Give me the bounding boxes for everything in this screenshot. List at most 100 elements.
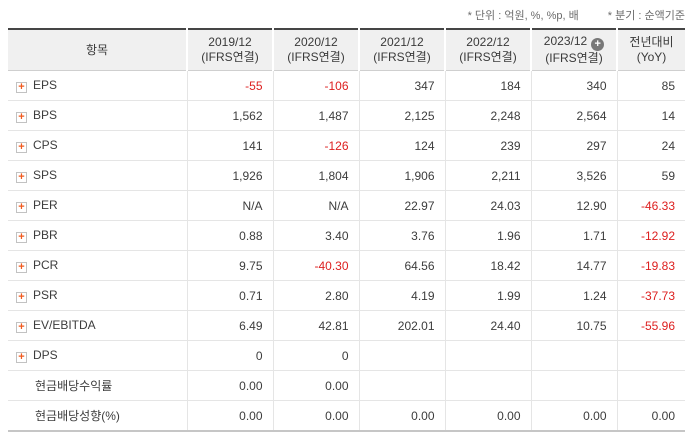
column-header-2023/12: 2023/12 + (IFRS연결) <box>530 29 617 71</box>
value-cell: 1,926 <box>186 160 273 191</box>
row-label-현금배당수익률: 현금배당수익률 <box>8 370 187 401</box>
value-cell: 2.80 <box>272 280 359 311</box>
row-label-text: 현금배당성향(%) <box>35 409 120 423</box>
row-label-BPS: + BPS <box>8 100 187 131</box>
row-label-DPS: + DPS <box>8 340 187 371</box>
column-standard-label: (IFRS연결) <box>545 51 603 65</box>
value-cell: 59 <box>616 160 685 191</box>
column-period-label: 2019/12 <box>208 35 252 49</box>
value-cell: 24.03 <box>444 190 531 221</box>
table-row: 현금배당수익률 0.00 0.00 <box>8 370 685 401</box>
column-standard-label: (IFRS연결) <box>287 50 345 64</box>
value-cell: 0.88 <box>186 220 273 251</box>
row-label-text: BPS <box>33 108 58 122</box>
value-cell: 85 <box>616 70 685 101</box>
value-cell: 0 <box>186 340 273 371</box>
value-cell: 3,526 <box>530 160 617 191</box>
value-cell: 64.56 <box>358 250 445 281</box>
value-cell <box>444 370 531 401</box>
legend: * 단위 : 억원, %, %p, 배 * 분기 : 순액기준 <box>0 0 693 28</box>
expand-icon[interactable]: + <box>16 262 27 273</box>
value-cell <box>358 370 445 401</box>
value-cell: 0.71 <box>186 280 273 311</box>
column-period-label: 2022/12 <box>466 35 510 49</box>
value-cell: N/A <box>272 190 359 221</box>
value-cell <box>616 340 685 371</box>
value-cell: 2,125 <box>358 100 445 131</box>
row-label-text: PCR <box>33 258 59 272</box>
column-header-2022/12: 2022/12 (IFRS연결) <box>444 29 531 71</box>
value-cell: 1.71 <box>530 220 617 251</box>
value-cell: 202.01 <box>358 310 445 341</box>
table-row: + PCR 9.75 -40.30 64.56 18.42 14.77 -19.83 <box>8 250 685 281</box>
column-period-label: 2023/12 + <box>532 34 616 51</box>
table-row: + DPS 0 0 <box>8 340 685 371</box>
expand-icon[interactable]: + <box>16 232 27 243</box>
value-cell: 239 <box>444 130 531 161</box>
value-cell: 0.00 <box>444 400 531 431</box>
row-label-text: PBR <box>33 228 58 242</box>
column-standard-label: (IFRS연결) <box>201 50 259 64</box>
expand-icon[interactable]: + <box>16 172 27 183</box>
row-label-PSR: + PSR <box>8 280 187 311</box>
value-cell: 22.97 <box>358 190 445 221</box>
value-cell: 14.77 <box>530 250 617 281</box>
value-cell: 14 <box>616 100 685 131</box>
value-cell: N/A <box>186 190 273 221</box>
expand-icon[interactable]: + <box>16 202 27 213</box>
table-row: + PBR 0.88 3.40 3.76 1.96 1.71 -12.92 <box>8 220 685 251</box>
row-label-EV/EBITDA: + EV/EBITDA <box>8 310 187 341</box>
row-label-text: SPS <box>33 168 58 182</box>
value-cell: 1,906 <box>358 160 445 191</box>
value-cell <box>530 370 617 401</box>
expand-icon[interactable]: + <box>16 292 27 303</box>
row-label-text: DPS <box>33 348 58 362</box>
add-column-icon[interactable]: + <box>591 38 605 51</box>
row-label-CPS: + CPS <box>8 130 187 161</box>
column-header-2020/12: 2020/12 (IFRS연결) <box>272 29 359 71</box>
row-label-EPS: + EPS <box>8 70 187 101</box>
value-cell <box>530 340 617 371</box>
column-standard-label: (IFRS연결) <box>373 50 431 64</box>
row-label-PCR: + PCR <box>8 250 187 281</box>
column-header-전년대비: 전년대비 (YoY) <box>616 29 685 71</box>
value-cell: 347 <box>358 70 445 101</box>
value-cell: 3.40 <box>272 220 359 251</box>
unit-note: * 단위 : 억원, %, %p, 배 <box>467 10 579 22</box>
row-label-text: EV/EBITDA <box>33 318 96 332</box>
table-row: + PSR 0.71 2.80 4.19 1.99 1.24 -37.73 <box>8 280 685 311</box>
expand-icon[interactable]: + <box>16 352 27 363</box>
expand-icon[interactable]: + <box>16 142 27 153</box>
basis-note: * 분기 : 순액기준 <box>607 10 685 22</box>
expand-icon[interactable]: + <box>16 322 27 333</box>
value-cell: 0.00 <box>272 370 359 401</box>
value-cell: 2,564 <box>530 100 617 131</box>
value-cell <box>616 370 685 401</box>
expand-icon[interactable]: + <box>16 82 27 93</box>
value-cell: 0.00 <box>272 400 359 431</box>
value-cell: 4.19 <box>358 280 445 311</box>
value-cell: -12.92 <box>616 220 685 251</box>
value-cell: -46.33 <box>616 190 685 221</box>
table-row: + EV/EBITDA 6.49 42.81 202.01 24.40 10.75 -55.9… <box>8 310 685 341</box>
column-period-label: 전년대비 <box>629 35 674 49</box>
value-cell: -126 <box>272 130 359 161</box>
row-label-text: PSR <box>33 288 58 302</box>
value-cell: 2,211 <box>444 160 531 191</box>
value-cell: 0 <box>272 340 359 371</box>
column-header-item: 항목 <box>8 29 187 71</box>
value-cell: 1.24 <box>530 280 617 311</box>
value-cell: 24 <box>616 130 685 161</box>
value-cell: -55 <box>186 70 273 101</box>
column-period-label: 2020/12 <box>294 35 338 49</box>
value-cell: 1,804 <box>272 160 359 191</box>
value-cell: 297 <box>530 130 617 161</box>
value-cell: -55.96 <box>616 310 685 341</box>
value-cell: -37.73 <box>616 280 685 311</box>
expand-icon[interactable]: + <box>16 112 27 123</box>
column-header-2019/12: 2019/12 (IFRS연결) <box>186 29 273 71</box>
row-label-text: 현금배당수익률 <box>35 379 113 393</box>
value-cell: 0.00 <box>530 400 617 431</box>
row-label-SPS: + SPS <box>8 160 187 191</box>
column-standard-label: (YoY) <box>636 50 667 64</box>
